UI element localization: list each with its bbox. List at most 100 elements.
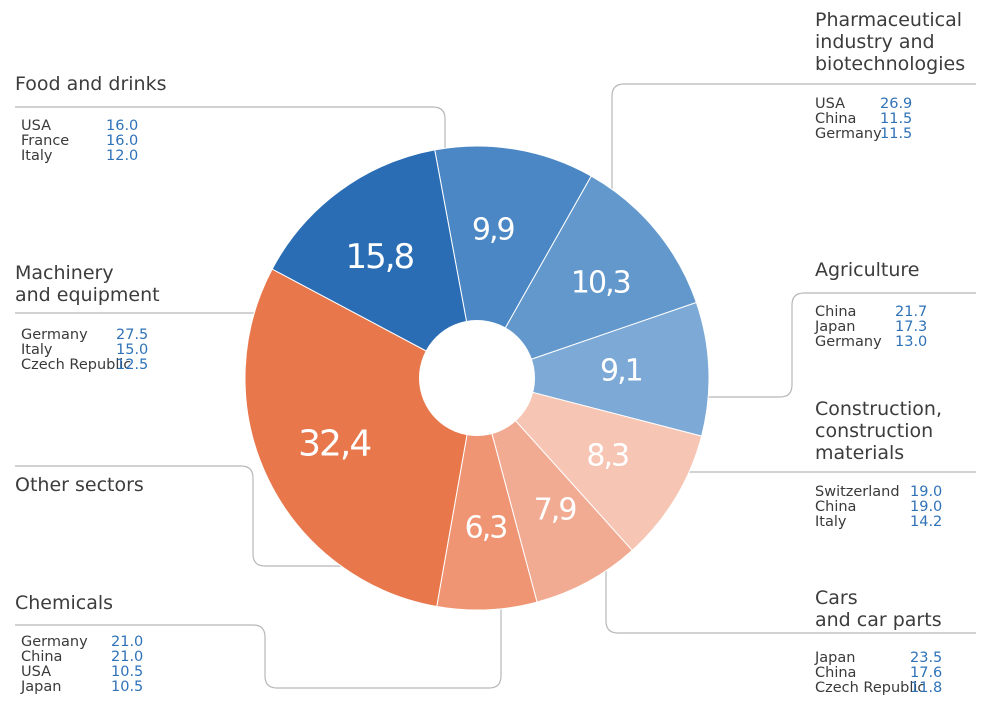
category-title-line: Chemicals [15, 592, 114, 614]
country-name: China [815, 499, 857, 515]
country-name: France [21, 133, 70, 149]
slice-mach [271, 149, 478, 379]
country-value: 19.0 [910, 499, 943, 515]
country-row: Switzerland 19.0 [815, 485, 955, 500]
country-name: Japan [815, 319, 856, 335]
slice-constr [475, 377, 703, 552]
country-name: Germany [815, 334, 882, 350]
country-row: Italy 12.0 [21, 149, 151, 164]
country-row: Czech Republic 11.8 [815, 681, 955, 696]
category-title-line: Machinery [15, 262, 114, 284]
country-name: USA [815, 96, 846, 112]
country-value: 19.0 [910, 484, 943, 500]
country-value: 17.3 [895, 319, 928, 335]
country-name: China [21, 649, 63, 665]
country-list-pharma: USA 26.9 China 11.5 Germany 11.5 [815, 97, 925, 142]
country-value: 16.0 [106, 118, 139, 134]
category-title-cars: Cars and car parts [815, 587, 942, 631]
country-name: China [815, 665, 857, 681]
country-row: Germany 13.0 [815, 335, 940, 350]
slice-value-constr: 8,3 [586, 438, 628, 473]
country-list-agri: China 21.7 Japan 17.3 Germany 13.0 [815, 305, 940, 350]
country-name: Italy [21, 342, 53, 358]
category-title-line: Agriculture [815, 259, 920, 281]
leader-line-pharma [611, 83, 976, 298]
category-title-other: Other sectors [15, 474, 144, 496]
slice-value-other: 32,4 [298, 423, 370, 464]
country-row: Italy 15.0 [21, 343, 161, 358]
country-row: Germany 27.5 [21, 328, 161, 343]
country-value: 17.6 [910, 665, 943, 681]
slice-value-pharma: 10,3 [571, 266, 630, 301]
country-list-mach: Germany 27.5 Italy 15.0 Czech Republic 12.5 [21, 328, 161, 373]
country-row: France 16.0 [21, 134, 151, 149]
category-title-line: industry and [815, 31, 935, 53]
country-row: Italy 14.2 [815, 515, 955, 530]
slice-value-mach: 15,8 [345, 237, 413, 277]
donut-hole [419, 320, 535, 436]
category-title-line: materials [815, 442, 905, 464]
category-title-agri: Agriculture [815, 259, 920, 281]
leader-line-food [15, 106, 446, 188]
country-value: 27.5 [116, 327, 149, 343]
leader-line-other [15, 465, 376, 567]
country-value: 12.0 [106, 148, 139, 164]
country-name: China [815, 111, 857, 127]
slice-pharma [475, 175, 697, 379]
category-title-constr: Construction, construction materials [815, 398, 942, 464]
country-value: 11.8 [910, 680, 943, 696]
country-value: 21.0 [111, 634, 144, 650]
country-row: China 11.5 [815, 112, 925, 127]
country-row: Czech Republic 12.5 [21, 358, 161, 373]
country-row: Germany 11.5 [815, 127, 925, 142]
country-row: USA 10.5 [21, 665, 156, 680]
slice-value-agri: 9,1 [600, 354, 642, 389]
category-title-line: construction [815, 420, 934, 442]
country-list-food: USA 16.0 France 16.0 Italy 12.0 [21, 119, 151, 164]
slice-other [244, 268, 478, 608]
country-row: Japan 10.5 [21, 680, 156, 695]
country-row: Germany 21.0 [21, 635, 156, 650]
category-title-line: Other sectors [15, 474, 144, 496]
country-row: China 21.0 [21, 650, 156, 665]
slice-agri [475, 301, 710, 437]
country-row: USA 16.0 [21, 119, 151, 134]
category-title-pharma: Pharmaceutical industry and biotechnologie… [815, 9, 965, 75]
country-value: 11.5 [880, 111, 913, 127]
country-row: Japan 17.3 [815, 320, 940, 335]
country-value: 13.0 [895, 334, 928, 350]
country-row: China 19.0 [815, 500, 955, 515]
country-value: 21.7 [895, 304, 928, 320]
category-title-line: and car parts [815, 609, 942, 631]
country-name: Japan [815, 650, 856, 666]
country-name: Germany [815, 126, 882, 142]
category-title-food: Food and drinks [15, 73, 166, 95]
country-row: China 17.6 [815, 666, 955, 681]
category-title-line: Pharmaceutical [815, 9, 963, 31]
slice-food [434, 145, 592, 380]
country-row: Japan 23.5 [815, 651, 955, 666]
slice-value-chem: 6,3 [465, 510, 507, 545]
country-name: Japan [21, 679, 62, 695]
country-name: Italy [815, 514, 847, 530]
country-name: Italy [21, 148, 53, 164]
country-name: China [815, 304, 857, 320]
slice-value-cars: 7,9 [534, 492, 576, 527]
category-title-line: Cars [815, 587, 858, 609]
country-name: Czech Republic [21, 357, 132, 373]
country-name: USA [21, 664, 52, 680]
country-name: USA [21, 118, 52, 134]
leader-line-cars [605, 552, 976, 634]
country-list-chem: Germany 21.0 China 21.0 USA 10.5 Japan 10.5 [21, 635, 156, 695]
country-list-cars: Japan 23.5 China 17.6 Czech Republic 11.8 [815, 651, 955, 696]
country-row: China 21.7 [815, 305, 940, 320]
country-value: 11.5 [880, 126, 913, 142]
country-row: USA 26.9 [815, 97, 925, 112]
country-value: 21.0 [111, 649, 144, 665]
leader-line-chem [15, 540, 502, 689]
category-title-mach: Machinery and equipment [15, 262, 160, 306]
country-name: Czech Republic [815, 680, 926, 696]
category-title-chem: Chemicals [15, 592, 113, 614]
category-title-line: biotechnologies [815, 53, 966, 75]
country-value: 10.5 [111, 664, 144, 680]
